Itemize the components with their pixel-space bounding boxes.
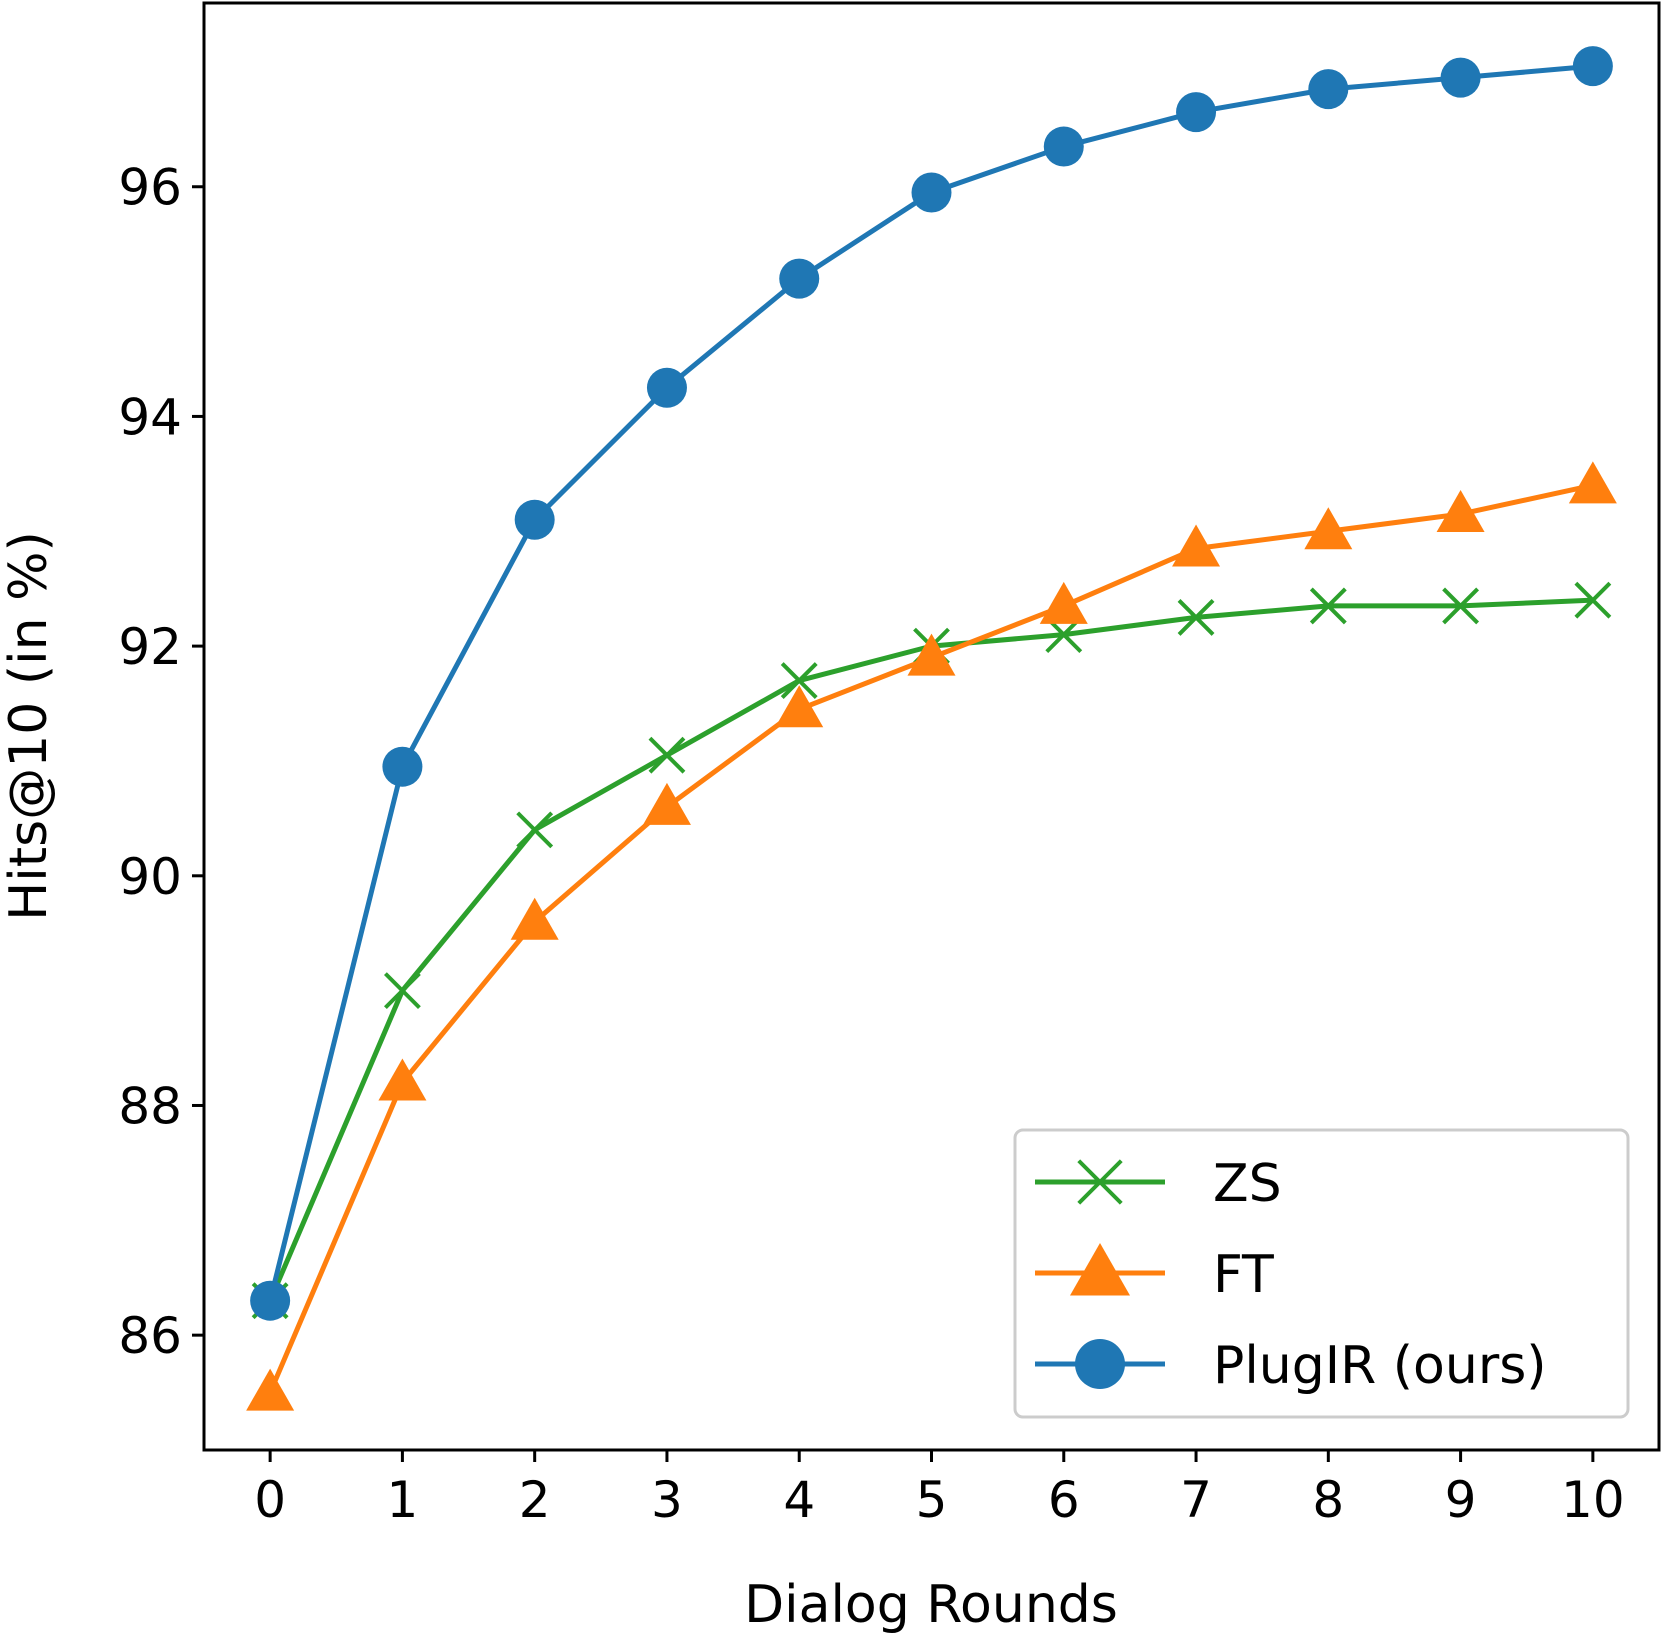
legend-frame [1013,1128,1630,1419]
x-tick-label: 4 [783,1471,815,1529]
point-marker [1075,1339,1125,1389]
point-marker [1304,507,1353,550]
series-ft [246,461,1617,1411]
series-line [267,63,1594,1302]
point-marker [1308,69,1349,110]
point-marker [1039,581,1088,624]
point-marker [907,633,956,676]
legend-label: ZS [1213,1154,1282,1214]
legend-label: FT [1213,1245,1274,1305]
point-marker [510,897,559,940]
x-tick-label: 9 [1445,1471,1477,1529]
x-tick-label: 5 [916,1471,948,1529]
point-marker [642,782,691,825]
y-tick-label: 86 [118,1307,182,1365]
series-layer [246,46,1617,1411]
point-marker [383,972,421,1010]
x-tick-label: 8 [1312,1471,1344,1529]
point-marker [646,367,687,408]
y-tick-label: 88 [118,1077,182,1135]
point-marker [648,736,686,774]
point-marker [1176,92,1217,133]
y-tick-label: 94 [118,388,182,446]
point-marker [1574,581,1612,619]
point-marker [1442,587,1480,625]
point-marker [911,172,952,213]
x-tick-label: 10 [1561,1471,1625,1529]
point-marker [1440,57,1481,98]
x-tick-label: 7 [1180,1471,1212,1529]
point-marker [1568,461,1617,504]
legend-label: PlugIR (ours) [1213,1336,1547,1396]
point-marker [516,811,554,849]
y-tick-label: 92 [118,618,182,676]
point-marker [779,258,820,299]
point-marker [1077,1159,1123,1205]
point-marker [1043,126,1084,167]
x-tick-label: 2 [519,1471,551,1529]
point-marker [246,1368,295,1411]
point-marker [514,499,555,540]
y-axis: 86 88 90 92 94 96 [118,159,204,1365]
y-tick-label: 90 [118,848,182,906]
x-axis: 0 1 2 3 4 5 6 7 8 9 10 [254,1450,1625,1529]
point-marker [1070,1243,1130,1296]
point-marker [1309,587,1347,625]
point-marker [775,685,824,728]
point-marker [250,1280,291,1321]
point-marker [1572,46,1613,87]
x-axis-label: Dialog Rounds [744,1575,1118,1635]
point-marker [780,662,818,699]
x-tick-label: 0 [254,1471,286,1529]
y-tick-label: 96 [118,159,182,217]
point-marker [378,1058,427,1101]
point-marker [1436,490,1485,533]
x-tick-label: 3 [651,1471,683,1529]
legend: ZS FT PlugIR (ours) [1013,1128,1630,1419]
y-axis-label: Hits@10 (in %) [0,531,59,921]
point-marker [1177,598,1215,636]
x-tick-label: 6 [1048,1471,1080,1529]
point-marker [382,746,423,787]
series-plugir-ours [250,46,1613,1321]
point-marker [1172,524,1221,567]
x-tick-label: 1 [387,1471,419,1529]
